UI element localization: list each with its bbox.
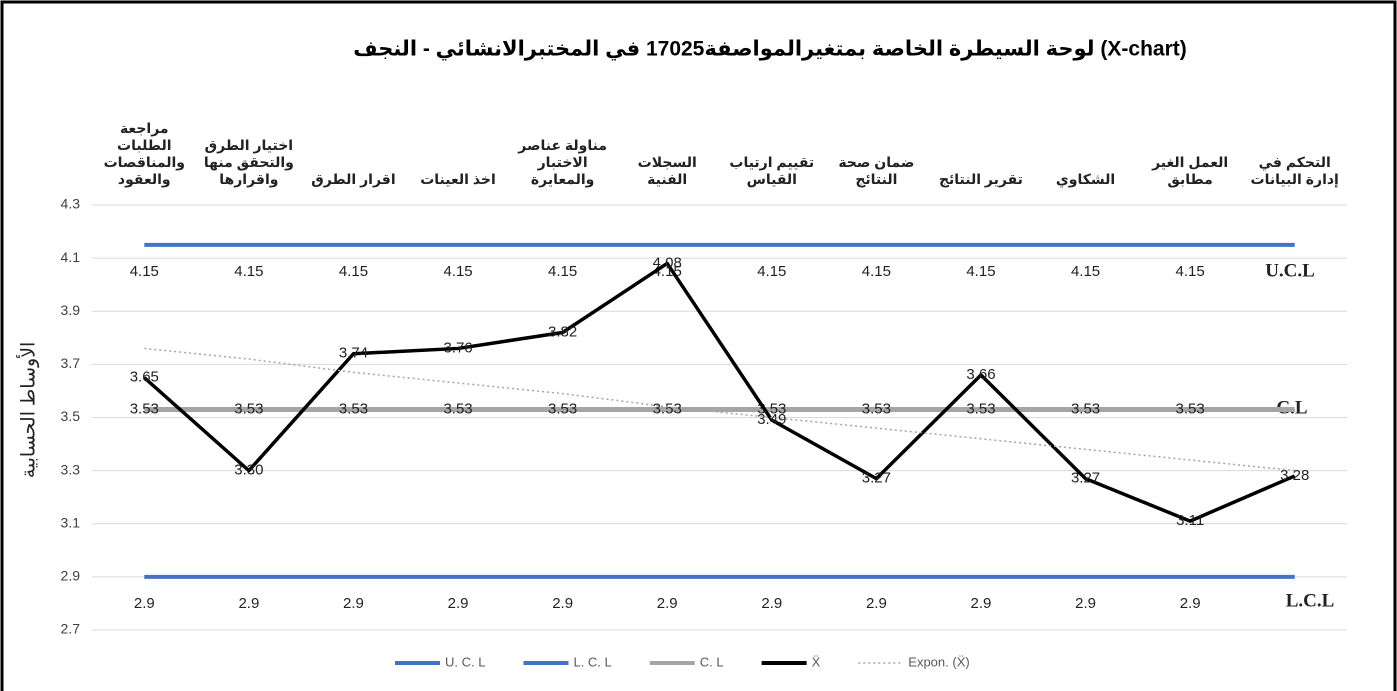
- x-tick-label: اقرار الطرق: [311, 171, 396, 187]
- data-label: 3.53: [339, 401, 368, 418]
- data-label: 3.53: [234, 401, 263, 418]
- x-tick-label: اخذ العينات: [420, 171, 496, 187]
- data-label: 3.76: [443, 339, 472, 356]
- legend-label: U. C. L: [445, 654, 485, 669]
- y-axis-label: الأوساط الحسابية: [15, 342, 39, 479]
- x-tick-label: السجلات الفنية: [637, 154, 697, 187]
- data-label: 3.49: [757, 411, 786, 428]
- ucl-annotation: U.C.L: [1265, 260, 1315, 281]
- data-label: 3.53: [966, 401, 995, 418]
- data-label: 3.53: [443, 401, 472, 418]
- data-label: 2.9: [134, 595, 155, 612]
- data-label: 2.9: [552, 595, 573, 612]
- data-label: 4.15: [1071, 263, 1100, 280]
- x-tick-label: اختيار الطرق والتحقق منها واقرارها: [203, 137, 294, 187]
- y-tick-label: 4.3: [61, 196, 81, 212]
- data-label: 2.9: [1180, 595, 1201, 612]
- legend-label: Ẍ: [812, 654, 821, 669]
- x-tick-label: التحكم في إدارة البيانات: [1250, 154, 1339, 187]
- x-tick-label: تقييم ارتياب القياس: [729, 154, 815, 187]
- data-label: 3.11: [1176, 512, 1204, 529]
- data-label: 3.66: [966, 366, 995, 383]
- x-tick-label: ضمان صحة النتائج: [838, 154, 915, 187]
- data-label: 4.15: [862, 263, 891, 280]
- data-label: 3.53: [653, 401, 682, 418]
- legend-label: Expon. (Ẍ): [908, 654, 969, 669]
- y-tick-label: 3.7: [61, 355, 81, 371]
- data-label: 2.9: [1075, 595, 1096, 612]
- data-label: 4.15: [548, 263, 577, 280]
- legend-label: C. L: [700, 654, 724, 669]
- y-tick-label: 3.1: [61, 514, 81, 530]
- y-tick-label: 4.1: [61, 249, 81, 265]
- series-line: [143, 261, 1296, 523]
- data-label: 3.74: [339, 345, 368, 362]
- data-label: 2.9: [343, 595, 364, 612]
- data-label: 2.9: [866, 595, 887, 612]
- x-tick-label: مراجعة الطلبات والمناقصات والعقود: [103, 120, 185, 187]
- data-label: 2.9: [657, 595, 678, 612]
- data-label: 4.15: [1176, 263, 1205, 280]
- data-label: 3.30: [234, 462, 263, 479]
- lcl-annotation: L.C.L: [1286, 590, 1335, 611]
- y-tick-label: 3.9: [61, 302, 81, 318]
- legend-label: L. C. L: [573, 654, 611, 669]
- data-label: 4.15: [757, 263, 786, 280]
- data-label: 3.65: [130, 369, 159, 386]
- data-label: 4.15: [443, 263, 472, 280]
- y-tick-label: 3.3: [61, 461, 81, 477]
- data-label: 4.15: [966, 263, 995, 280]
- chart-title: لوحة السيطرة الخاصة بمتغيرالمواصفة17025 …: [353, 38, 1187, 61]
- data-label: 3.27: [1071, 470, 1100, 487]
- data-label: 3.53: [130, 401, 159, 418]
- y-tick-label: 3.5: [61, 408, 81, 424]
- x-tick-label: العمل الغير مطابق: [1152, 154, 1229, 187]
- data-label: 4.15: [234, 263, 263, 280]
- data-label: 3.53: [1071, 401, 1100, 418]
- data-label: 4.08: [653, 254, 682, 271]
- data-label: 2.9: [761, 595, 782, 612]
- data-label: 2.9: [971, 595, 992, 612]
- data-label: 3.53: [548, 401, 577, 418]
- data-label: 3.27: [862, 470, 891, 487]
- data-label: 3.53: [757, 401, 786, 418]
- x-tick-label: تقرير النتائج: [938, 171, 1023, 187]
- data-label: 3.53: [1176, 401, 1205, 418]
- data-label: 4.15: [130, 263, 159, 280]
- data-label: 3.53: [862, 401, 891, 418]
- data-label: 2.9: [238, 595, 259, 612]
- x-tick-label: مناولة عناصر الاختبار والمعايرة: [518, 137, 607, 187]
- data-label: 3.82: [548, 323, 577, 340]
- data-label: 2.9: [448, 595, 469, 612]
- data-label: 4.15: [339, 263, 368, 280]
- data-label: 3.28: [1280, 467, 1309, 484]
- y-tick-label: 2.7: [61, 621, 81, 637]
- y-tick-label: 2.9: [61, 568, 81, 584]
- x-tick-label: الشكاوي: [1055, 171, 1116, 187]
